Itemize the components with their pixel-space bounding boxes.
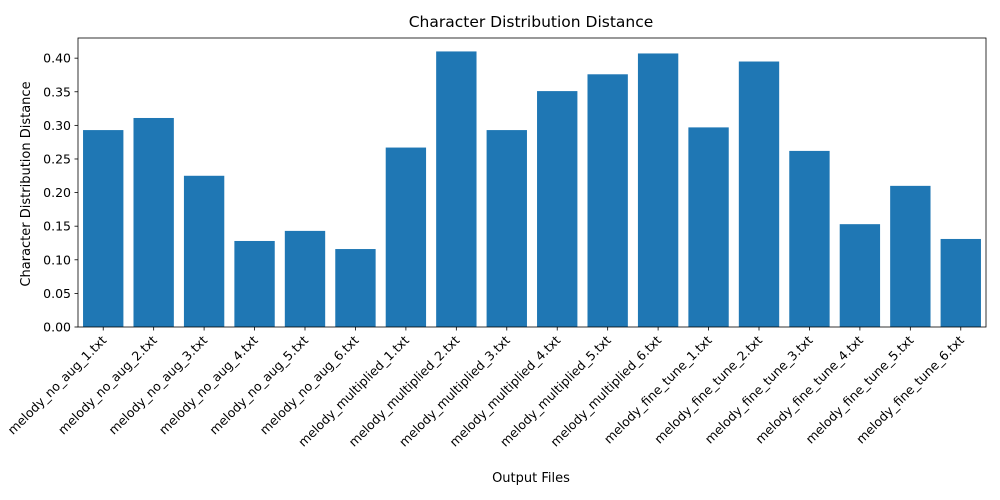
y-tick-label: 0.10 xyxy=(43,252,71,267)
bar-13 xyxy=(688,127,729,327)
x-tick-label: melody_no_aug_3.txt xyxy=(105,332,210,437)
bar-14 xyxy=(738,61,780,328)
bar-11 xyxy=(587,74,628,327)
y-tick-label: 0.20 xyxy=(43,185,71,200)
bar-10 xyxy=(537,91,578,327)
bar-17 xyxy=(890,185,931,327)
bar-6 xyxy=(335,249,376,327)
bar-18 xyxy=(940,238,981,327)
x-tick-label: melody_no_aug_2.txt xyxy=(55,332,160,437)
y-tick-label: 0.30 xyxy=(43,118,71,133)
x-tick-label: melody_no_aug_4.txt xyxy=(156,332,261,437)
x-tick-label: melody_no_aug_6.txt xyxy=(257,332,362,437)
bar-7 xyxy=(385,147,427,327)
x-axis-title: Output Files xyxy=(492,471,570,486)
y-tick-label: 0.15 xyxy=(43,219,71,234)
bar-16 xyxy=(839,224,881,327)
y-axis-title: Character Distribution Distance xyxy=(19,81,34,286)
axes-frame xyxy=(77,37,987,328)
bar-3 xyxy=(183,175,225,327)
bar-12 xyxy=(637,53,679,328)
y-tick-label: 0.25 xyxy=(43,151,71,166)
bar-15 xyxy=(789,150,830,327)
y-tick-label: 0.00 xyxy=(43,320,71,335)
bar-2 xyxy=(133,117,174,327)
y-tick-label: 0.40 xyxy=(43,51,71,66)
bar-4 xyxy=(234,240,275,327)
y-tick-label: 0.35 xyxy=(43,84,71,99)
plot-area: 0.00 0.05 0.10 0.15 0.20 0.25 0.30 0.35 0.40 melo… xyxy=(4,37,987,449)
chart-title: Character Distribution Distance xyxy=(409,13,654,31)
y-tick-label: 0.05 xyxy=(43,286,71,301)
bar-1 xyxy=(83,130,124,327)
bar-8 xyxy=(436,51,477,327)
bar-9 xyxy=(486,130,527,327)
bar-5 xyxy=(284,230,326,327)
x-tick-label: melody_no_aug_5.txt xyxy=(206,332,311,437)
x-tick-label: melody_no_aug_1.txt xyxy=(4,332,109,437)
